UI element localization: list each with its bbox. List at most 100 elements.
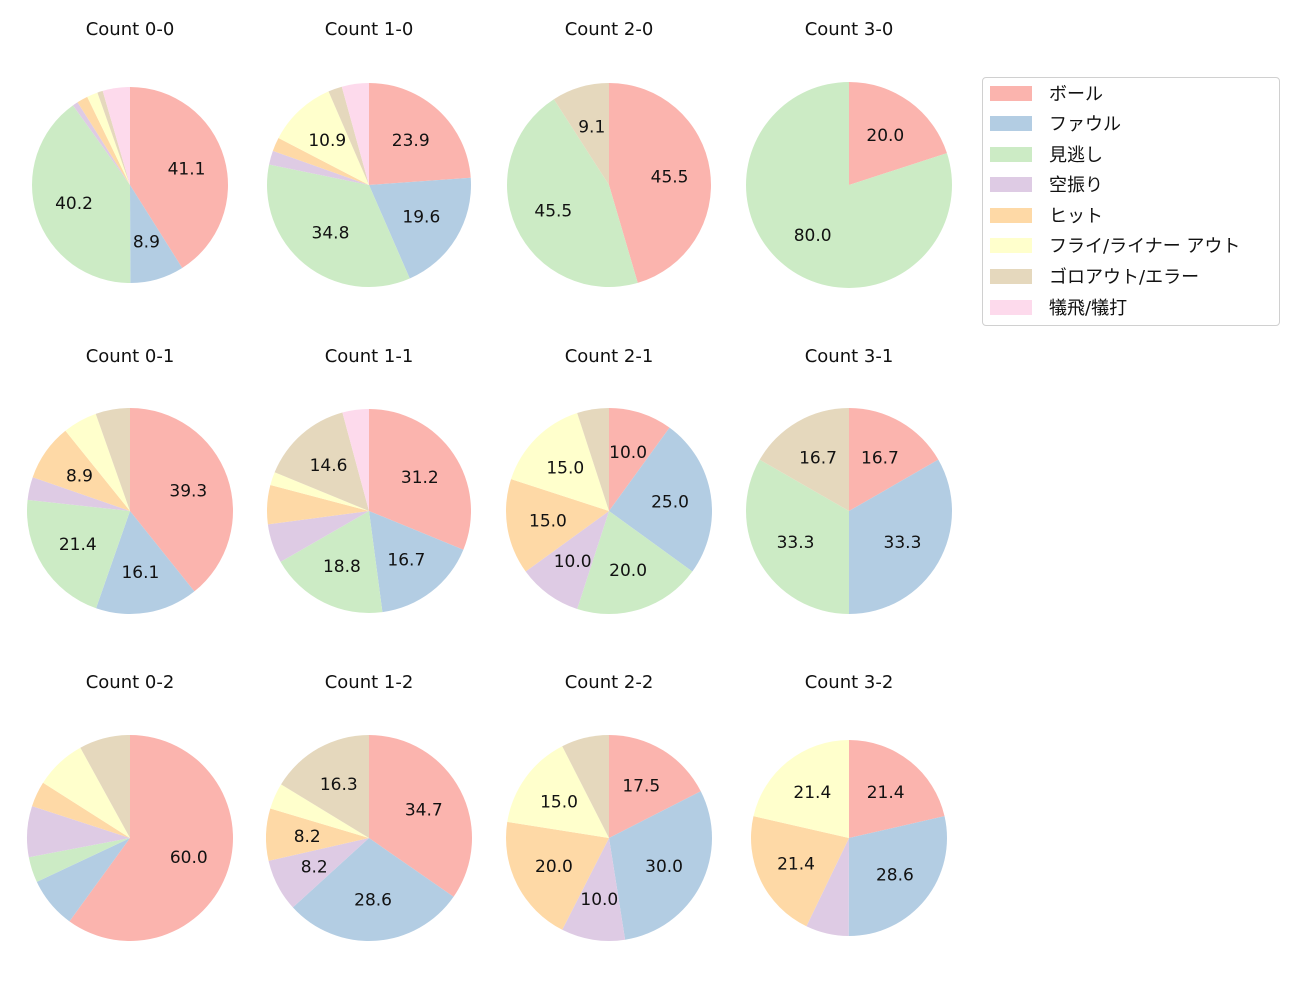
legend-label: ヒット <box>1049 206 1103 227</box>
pie-slice <box>27 806 130 858</box>
pie-slice <box>266 808 369 861</box>
legend-swatch <box>990 299 1032 315</box>
pie-slice-label: 16.3 <box>320 775 358 795</box>
pie-slice-label: 20.0 <box>609 561 647 581</box>
pie-slice <box>28 838 130 882</box>
pie-slice <box>280 511 383 613</box>
pie-slice <box>341 83 369 185</box>
pie-slice <box>848 816 947 936</box>
pie-slice <box>609 427 712 572</box>
pie-slice <box>746 459 849 614</box>
pie-slice <box>274 412 369 511</box>
pie-slice-label: 34.8 <box>312 224 350 244</box>
pie-slice <box>369 735 473 897</box>
pie-slice <box>609 83 712 283</box>
pie-slice <box>272 138 369 185</box>
pie-slice <box>849 408 939 511</box>
pie-title: Count 0-0 <box>86 19 175 40</box>
pie-slice-label: 20.0 <box>866 126 904 146</box>
pie-title: Count 1-2 <box>325 672 414 693</box>
pie-slice-label: 18.8 <box>323 557 361 577</box>
pie-slice <box>292 838 454 941</box>
legend-swatch <box>990 176 1032 192</box>
pie-slice <box>806 838 849 936</box>
pie-slice-label: 28.6 <box>354 891 392 911</box>
pie-slice <box>507 746 609 838</box>
pie-slice <box>759 408 849 511</box>
pie-slice <box>26 499 130 609</box>
pie-slice <box>32 782 130 838</box>
pie-slice-label: 21.4 <box>867 783 905 803</box>
legend-label: 犠飛/犠打 <box>1049 298 1128 319</box>
pie-slice <box>849 82 947 185</box>
pie-slice <box>267 164 410 287</box>
pie-slice-label: 20.0 <box>535 857 573 877</box>
pie-slice-label: 10.0 <box>609 443 647 463</box>
pie-slice <box>87 92 130 185</box>
pie-slice <box>525 511 609 609</box>
pie-title: Count 3-0 <box>805 19 894 40</box>
pie-slice <box>342 409 369 511</box>
legend-item-sacrifice: 犠飛/犠打 <box>990 297 1128 319</box>
pie-slice-label: 15.0 <box>540 793 578 813</box>
legend-label: フライ/ライナー アウト <box>1049 236 1241 257</box>
pie-slice <box>268 838 369 908</box>
pie-slice <box>369 83 471 185</box>
pie-slice <box>506 479 609 572</box>
pie-slice-label: 16.7 <box>861 449 899 469</box>
pie-chart: Count 3-2 21.4 28.6 21.4 21.4 <box>751 672 947 936</box>
pie-slice-label: 16.7 <box>387 550 425 570</box>
pie-chart: Count 1-1 31.2 16.7 18.8 14.6 <box>267 346 471 613</box>
legend-item-called-strike: 見逃し <box>990 144 1103 166</box>
pie-slice <box>609 791 713 940</box>
legend-label: ゴロアウト/エラー <box>1049 267 1200 288</box>
pie-slice <box>553 83 609 185</box>
pie-title: Count 2-1 <box>565 346 654 367</box>
pie-slice <box>130 185 183 283</box>
pie-slice-label: 28.6 <box>876 866 914 886</box>
pie-slice-label: 8.9 <box>66 466 93 486</box>
pie-slice <box>369 409 471 550</box>
pie-slice-label: 45.5 <box>651 167 689 187</box>
pie-slice-label: 33.3 <box>884 533 922 553</box>
pie-slice <box>270 784 369 838</box>
pie-chart: Count 1-0 23.9 19.6 34.8 10.9 <box>267 19 471 287</box>
pie-slice <box>849 459 953 614</box>
pie-slice <box>278 91 369 185</box>
pie-slice-label: 21.4 <box>777 854 815 874</box>
pie-slice <box>27 477 130 511</box>
pie-slice-label: 21.4 <box>793 783 831 803</box>
legend-swatch <box>990 237 1032 253</box>
pie-slice <box>849 740 945 838</box>
pie-slice-label: 39.3 <box>169 482 207 502</box>
pie-slice-label: 40.2 <box>55 194 93 214</box>
pie-slice <box>80 735 130 838</box>
pie-slice-label: 45.5 <box>534 201 572 221</box>
pie-slice <box>577 511 693 614</box>
pie-slice <box>267 485 369 525</box>
legend-swatch <box>990 85 1032 101</box>
pie-chart: Count 3-1 16.7 33.3 33.3 16.7 <box>746 346 953 614</box>
pie-slice <box>511 413 609 511</box>
pie-slice <box>745 82 952 288</box>
pie-slice <box>751 816 849 927</box>
pie-slice <box>96 511 195 614</box>
pie-slice-label: 25.0 <box>651 492 689 512</box>
pie-title: Count 2-2 <box>565 672 654 693</box>
pie-slice <box>328 86 369 185</box>
pie-slice-label: 31.2 <box>401 468 439 488</box>
legend-item-fly-out: フライ/ライナー アウト <box>990 235 1241 257</box>
pie-slice-label: 10.0 <box>580 890 618 910</box>
pie-slice <box>130 408 233 592</box>
pie-chart: Count 2-1 10.0 25.0 20.0 10.0 15.0 15.0 <box>506 346 712 614</box>
pie-slice <box>65 413 130 511</box>
pie-chart: Count 3-0 20.0 80.0 <box>745 19 952 288</box>
pie-title: Count 2-0 <box>565 19 654 40</box>
pie-slice <box>753 740 849 838</box>
legend-item-foul: ファウル <box>990 113 1121 135</box>
pie-chart: Count 2-0 45.5 45.5 9.1 <box>506 19 712 288</box>
pie-slice <box>69 735 233 942</box>
pie-chart: Count 0-1 39.3 16.1 21.4 8.9 <box>26 346 233 614</box>
pie-slice <box>130 87 228 268</box>
pie-slice <box>281 735 369 838</box>
